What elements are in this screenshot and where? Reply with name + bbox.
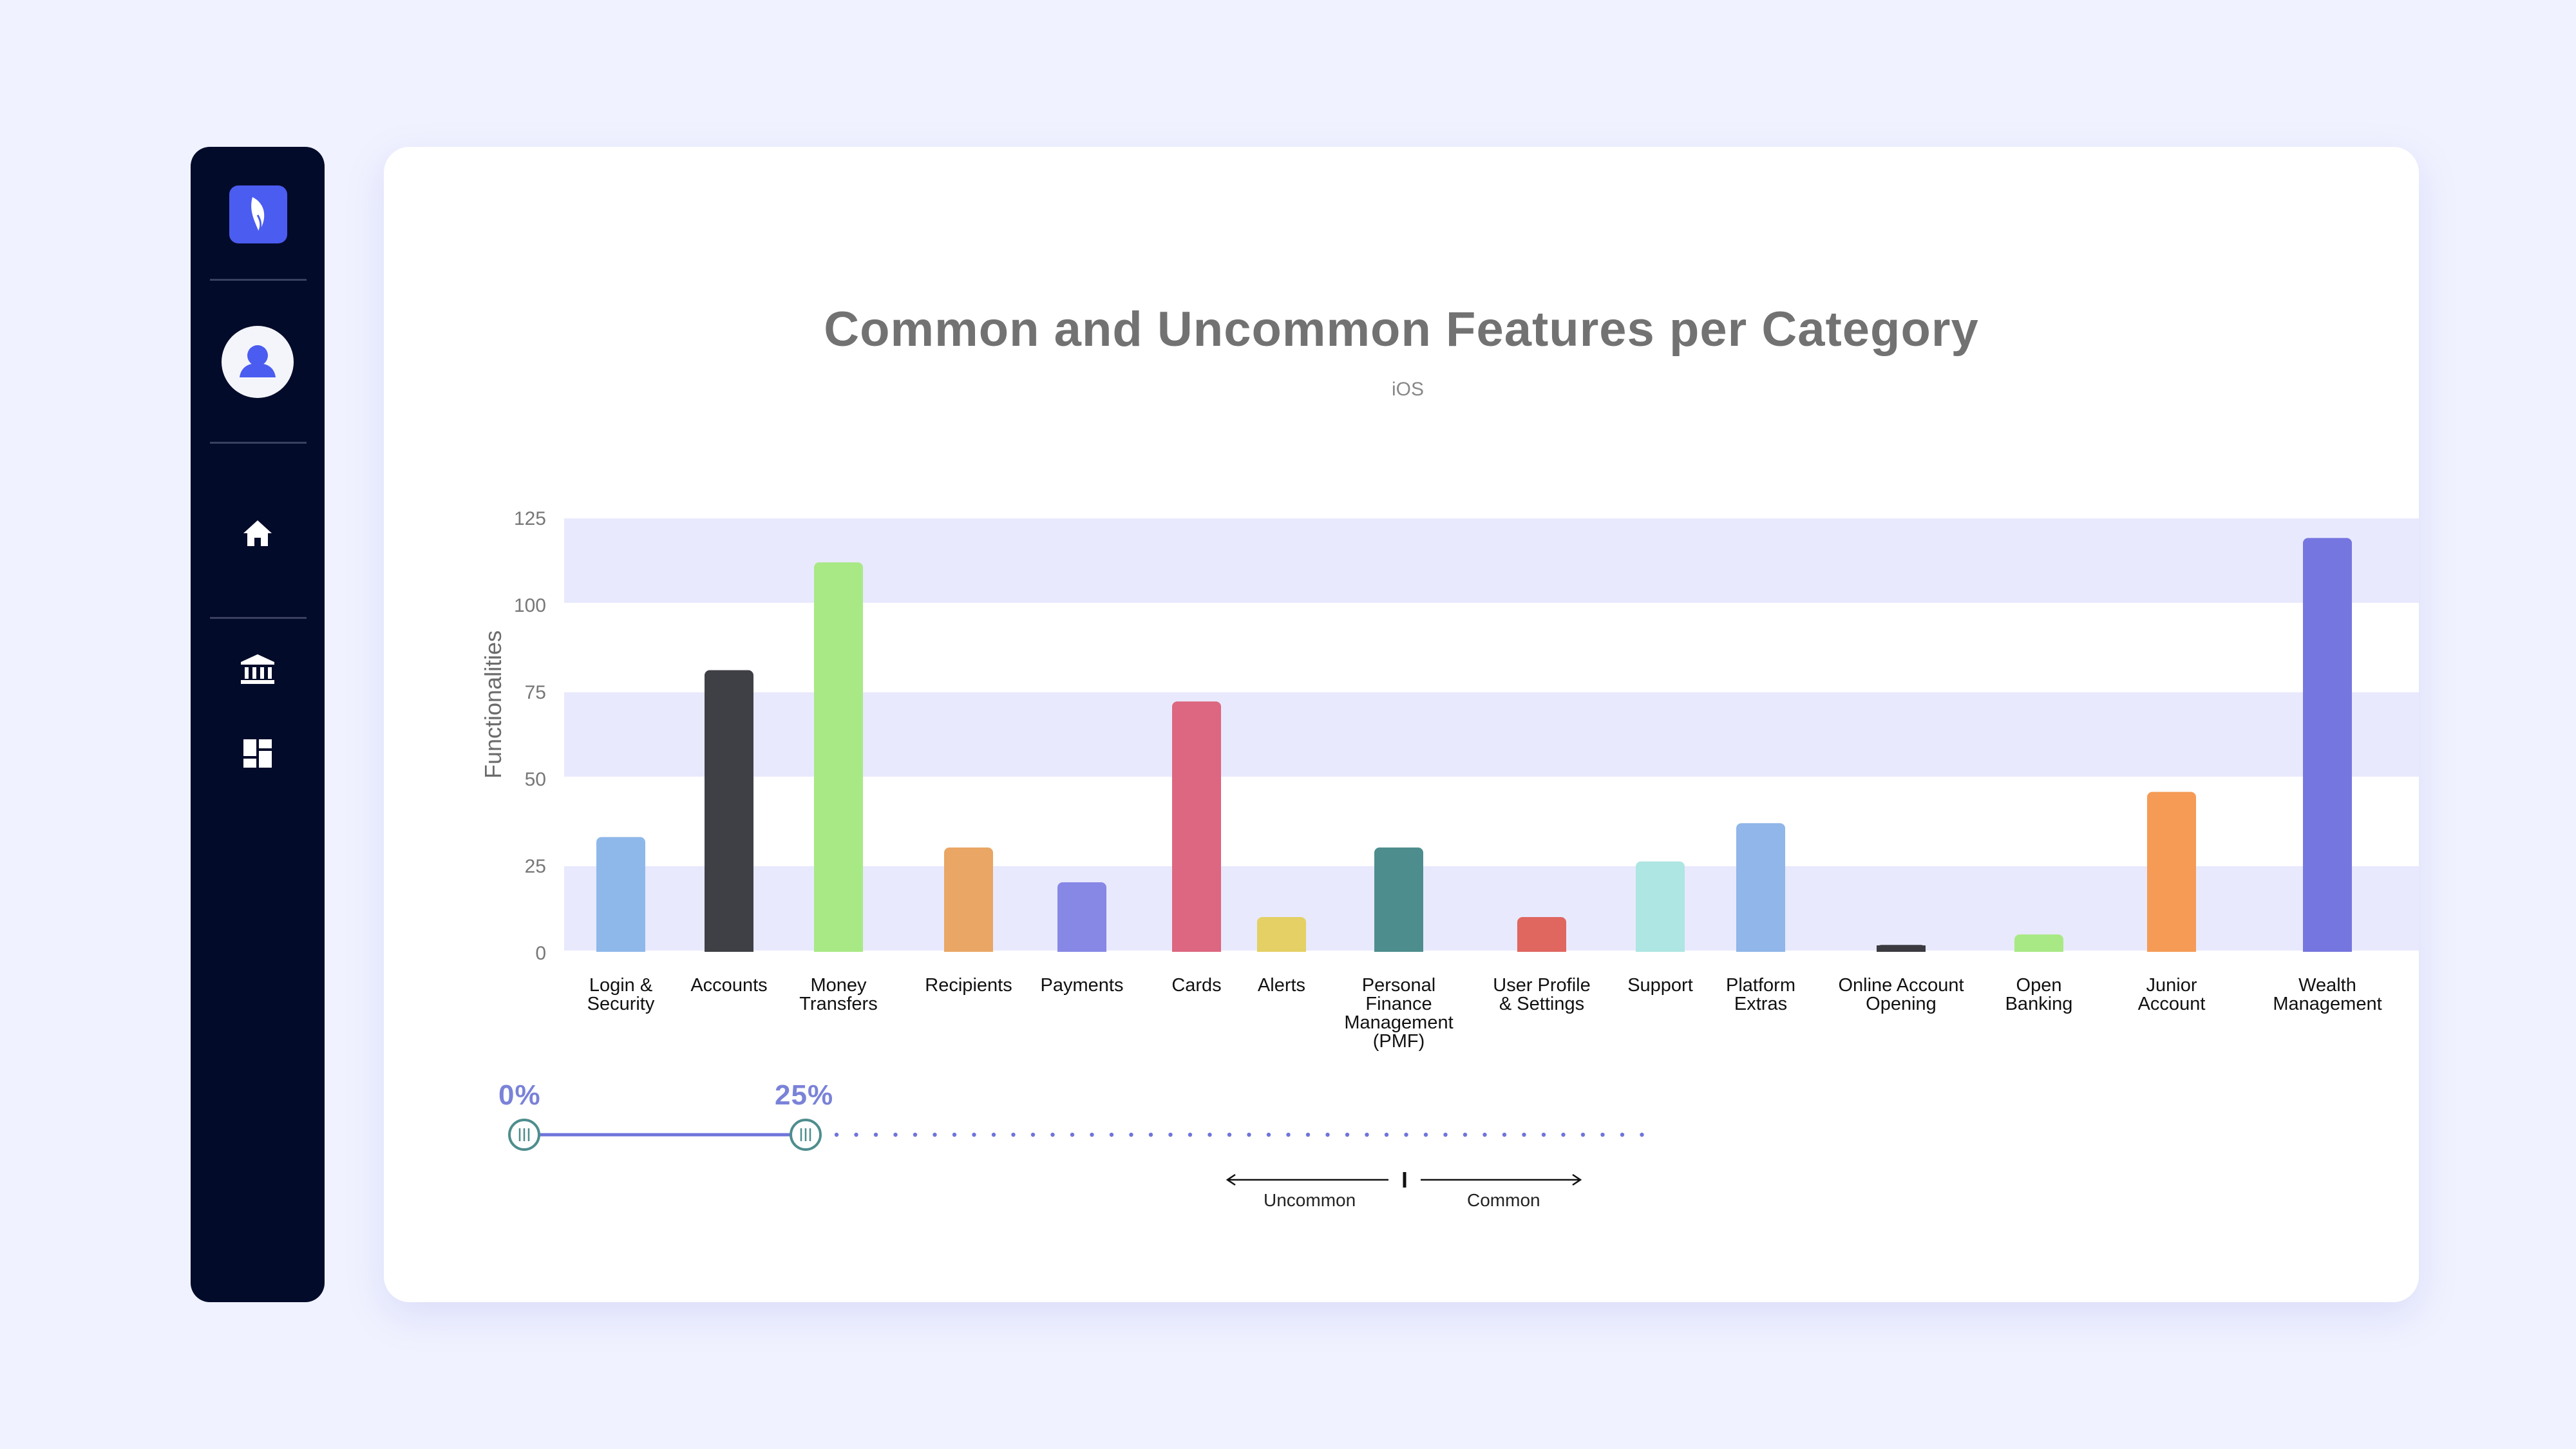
bar-base bbox=[1736, 945, 1785, 952]
bar[interactable] bbox=[596, 837, 645, 952]
chart-subtitle: iOS bbox=[1391, 379, 1424, 400]
bar-base bbox=[596, 945, 645, 952]
bar-base bbox=[1636, 945, 1685, 952]
sidebar-divider bbox=[210, 617, 307, 619]
x-tick-label: Payments bbox=[1041, 975, 1124, 996]
user-icon[interactable] bbox=[222, 326, 294, 398]
home-icon[interactable] bbox=[238, 514, 277, 553]
y-tick-label: 0 bbox=[535, 943, 546, 964]
bar[interactable] bbox=[2147, 791, 2196, 952]
slider-min-label: 0% bbox=[498, 1079, 541, 1111]
x-tick-label: Junior Account bbox=[2138, 975, 2206, 1014]
x-tick-label: Personal Finance Management (PMF) bbox=[1344, 975, 1453, 1052]
x-tick-label: Wealth Management bbox=[2273, 975, 2382, 1014]
bar[interactable] bbox=[814, 562, 863, 952]
bar[interactable] bbox=[1736, 823, 1785, 952]
bar[interactable] bbox=[1636, 861, 1685, 952]
dashboard-icon[interactable] bbox=[238, 734, 277, 773]
bar[interactable] bbox=[2303, 538, 2352, 952]
grid-band bbox=[564, 518, 2419, 603]
bar-base bbox=[1257, 945, 1306, 952]
x-tick-label: User Profile & Settings bbox=[1493, 975, 1591, 1014]
leaf-logo-icon[interactable] bbox=[229, 185, 287, 243]
y-tick-label: 75 bbox=[525, 682, 546, 703]
bar-base bbox=[814, 945, 863, 952]
bar-base bbox=[1057, 945, 1106, 952]
bar[interactable] bbox=[1172, 701, 1221, 952]
sidebar-divider bbox=[210, 442, 307, 444]
grid-band bbox=[564, 692, 2419, 777]
bar-base bbox=[2303, 945, 2352, 952]
sidebar-divider bbox=[210, 279, 307, 281]
bar[interactable] bbox=[1374, 848, 1423, 952]
x-tick-label: Open Banking bbox=[2005, 975, 2073, 1014]
sidebar bbox=[191, 147, 325, 1302]
chart-card: Common and Uncommon Features per Categor… bbox=[384, 147, 2419, 1302]
chart-title: Common and Uncommon Features per Categor… bbox=[824, 302, 1979, 357]
x-tick-label: Support bbox=[1627, 975, 1693, 996]
bar-base bbox=[2147, 945, 2196, 952]
bar-base bbox=[1517, 945, 1566, 952]
x-tick-label: Recipients bbox=[925, 975, 1012, 996]
y-tick-label: 125 bbox=[514, 508, 546, 529]
x-tick-label: Accounts bbox=[690, 975, 767, 996]
y-tick-label: 100 bbox=[514, 595, 546, 616]
bar-base bbox=[1374, 945, 1423, 952]
slider-max-label: 25% bbox=[775, 1079, 834, 1111]
bar[interactable] bbox=[1517, 917, 1566, 952]
bar-base bbox=[1172, 945, 1221, 952]
x-tick-label: Cards bbox=[1171, 975, 1221, 996]
bar[interactable] bbox=[705, 670, 753, 952]
bar[interactable] bbox=[944, 848, 993, 952]
x-tick-label: Alerts bbox=[1258, 975, 1305, 996]
bar-base bbox=[1877, 945, 1926, 952]
bar-base bbox=[705, 945, 753, 952]
x-tick-label: Platform Extras bbox=[1726, 975, 1795, 1014]
y-tick-label: 25 bbox=[525, 856, 546, 877]
bar-chart: 0 25 50 75 100 125 Login & Security Accounts Mone… bbox=[514, 508, 2419, 1052]
bar[interactable] bbox=[1057, 882, 1106, 952]
bank-icon[interactable] bbox=[238, 649, 277, 688]
x-tick-label: Login & Security bbox=[587, 975, 655, 1014]
bar-base bbox=[944, 945, 993, 952]
x-tick-label: Money Transfers bbox=[799, 975, 877, 1014]
bar[interactable] bbox=[1257, 917, 1306, 952]
common-label: Common bbox=[1467, 1190, 1540, 1210]
bar-base bbox=[2014, 945, 2063, 952]
grid-band bbox=[564, 866, 2419, 951]
y-tick-label: 50 bbox=[525, 769, 546, 790]
uncommon-label: Uncommon bbox=[1264, 1190, 1356, 1210]
x-tick-label: Online Account Opening bbox=[1838, 975, 1964, 1014]
